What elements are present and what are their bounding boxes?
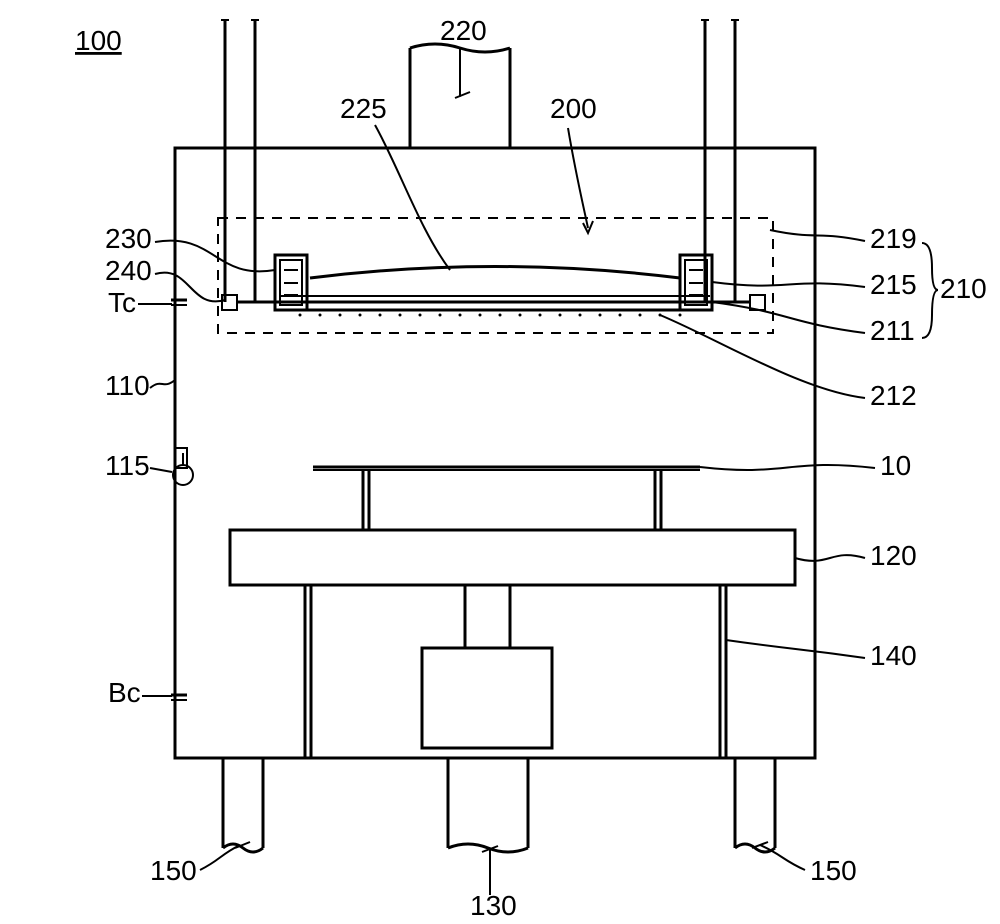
svg-text:219: 219 xyxy=(870,223,917,254)
svg-text:200: 200 xyxy=(550,93,597,124)
svg-text:240: 240 xyxy=(105,255,152,286)
svg-text:220: 220 xyxy=(440,15,487,46)
svg-text:150: 150 xyxy=(150,855,197,886)
svg-text:212: 212 xyxy=(870,380,917,411)
svg-text:140: 140 xyxy=(870,640,917,671)
svg-text:10: 10 xyxy=(880,450,911,481)
svg-text:110: 110 xyxy=(105,370,150,401)
svg-text:225: 225 xyxy=(340,93,387,124)
svg-text:211: 211 xyxy=(870,315,915,346)
svg-text:Bc: Bc xyxy=(108,677,141,708)
svg-text:215: 215 xyxy=(870,269,917,300)
susceptor xyxy=(230,530,795,585)
svg-text:230: 230 xyxy=(105,223,152,254)
svg-text:150: 150 xyxy=(810,855,857,886)
svg-text:Tc: Tc xyxy=(108,287,136,318)
svg-text:115: 115 xyxy=(105,450,150,481)
svg-text:120: 120 xyxy=(870,540,917,571)
engineering-diagram: 100 220 225 200 230240Tc 110 115 Bc 219 215 210 211… xyxy=(0,0,1000,924)
svg-text:130: 130 xyxy=(470,890,517,921)
svg-text:210: 210 xyxy=(940,273,987,304)
figure-number: 100 xyxy=(75,25,122,56)
